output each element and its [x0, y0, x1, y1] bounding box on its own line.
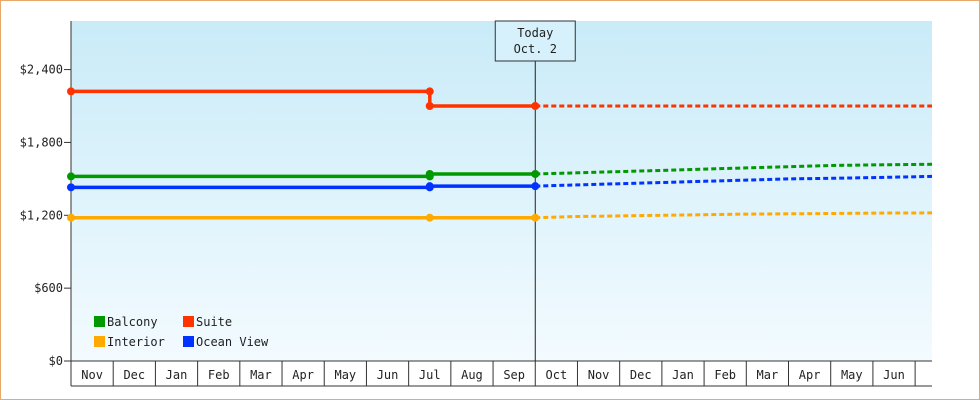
suite-legend-label: Suite: [196, 315, 232, 329]
balcony-data-point: [531, 170, 540, 178]
suite-legend-swatch: [183, 316, 194, 327]
ocean-view-data-point: [425, 182, 434, 191]
x-tick-label: Jan: [166, 368, 188, 382]
today-date-label: Oct. 2: [514, 42, 557, 56]
suite-data-point: [67, 87, 75, 96]
today-label: Today: [517, 26, 553, 40]
interior-data-point: [67, 213, 75, 222]
balcony-forecast-line: [535, 162, 933, 176]
interior-legend-label: Interior: [107, 335, 165, 349]
x-tick-label: Oct: [546, 368, 568, 382]
x-tick-label: May: [841, 368, 863, 382]
interior-data-point: [425, 213, 434, 222]
x-tick-label: Feb: [714, 368, 736, 382]
x-tick-label: Feb: [208, 368, 230, 382]
x-tick-label: May: [334, 368, 356, 382]
x-tick-label: Jan: [672, 368, 694, 382]
x-tick-label: Apr: [799, 368, 821, 382]
balcony-legend-label: Balcony: [107, 315, 158, 329]
x-tick-label: Jul: [419, 368, 441, 382]
y-tick-label: $0: [49, 354, 63, 368]
ocean-view-legend-label: Ocean View: [196, 335, 269, 349]
plot-background: [71, 21, 932, 361]
ocean-view-data-point: [531, 182, 540, 191]
y-tick-label: $1,800: [20, 135, 63, 149]
ocean-view-data-point: [67, 183, 75, 192]
suite-data-point: [425, 87, 434, 96]
balcony-legend-swatch: [94, 316, 105, 327]
x-tick-label: Jun: [883, 368, 905, 382]
balcony-data-point: [67, 172, 75, 181]
suite-data-point: [425, 102, 434, 110]
interior-data-point: [531, 213, 540, 222]
y-tick-label: $1,200: [20, 208, 63, 222]
y-tick-label: $600: [34, 281, 63, 295]
interior-forecast-line: [535, 211, 933, 220]
x-tick-label: Jun: [377, 368, 399, 382]
x-tick-label: Aug: [461, 368, 483, 382]
x-tick-label: Apr: [292, 368, 314, 382]
ocean-view-forecast-line: [535, 174, 933, 188]
x-tick-label: Nov: [588, 368, 610, 382]
x-tick-label: Mar: [250, 368, 272, 382]
interior-legend-swatch: [94, 336, 105, 347]
ocean-view-history-line: [71, 184, 536, 190]
y-tick-label: $2,400: [20, 63, 63, 77]
x-tick-label: Sep: [503, 368, 525, 382]
x-tick-label: Mar: [757, 368, 779, 382]
balcony-data-point: [425, 170, 434, 178]
today-label-box: [494, 20, 576, 62]
x-tick-label: Dec: [123, 368, 145, 382]
suite-history-line: [71, 89, 536, 108]
ocean-view-legend-swatch: [183, 336, 194, 347]
x-tick-label: Nov: [81, 368, 103, 382]
suite-data-point: [531, 102, 540, 110]
x-tick-label: Dec: [630, 368, 652, 382]
